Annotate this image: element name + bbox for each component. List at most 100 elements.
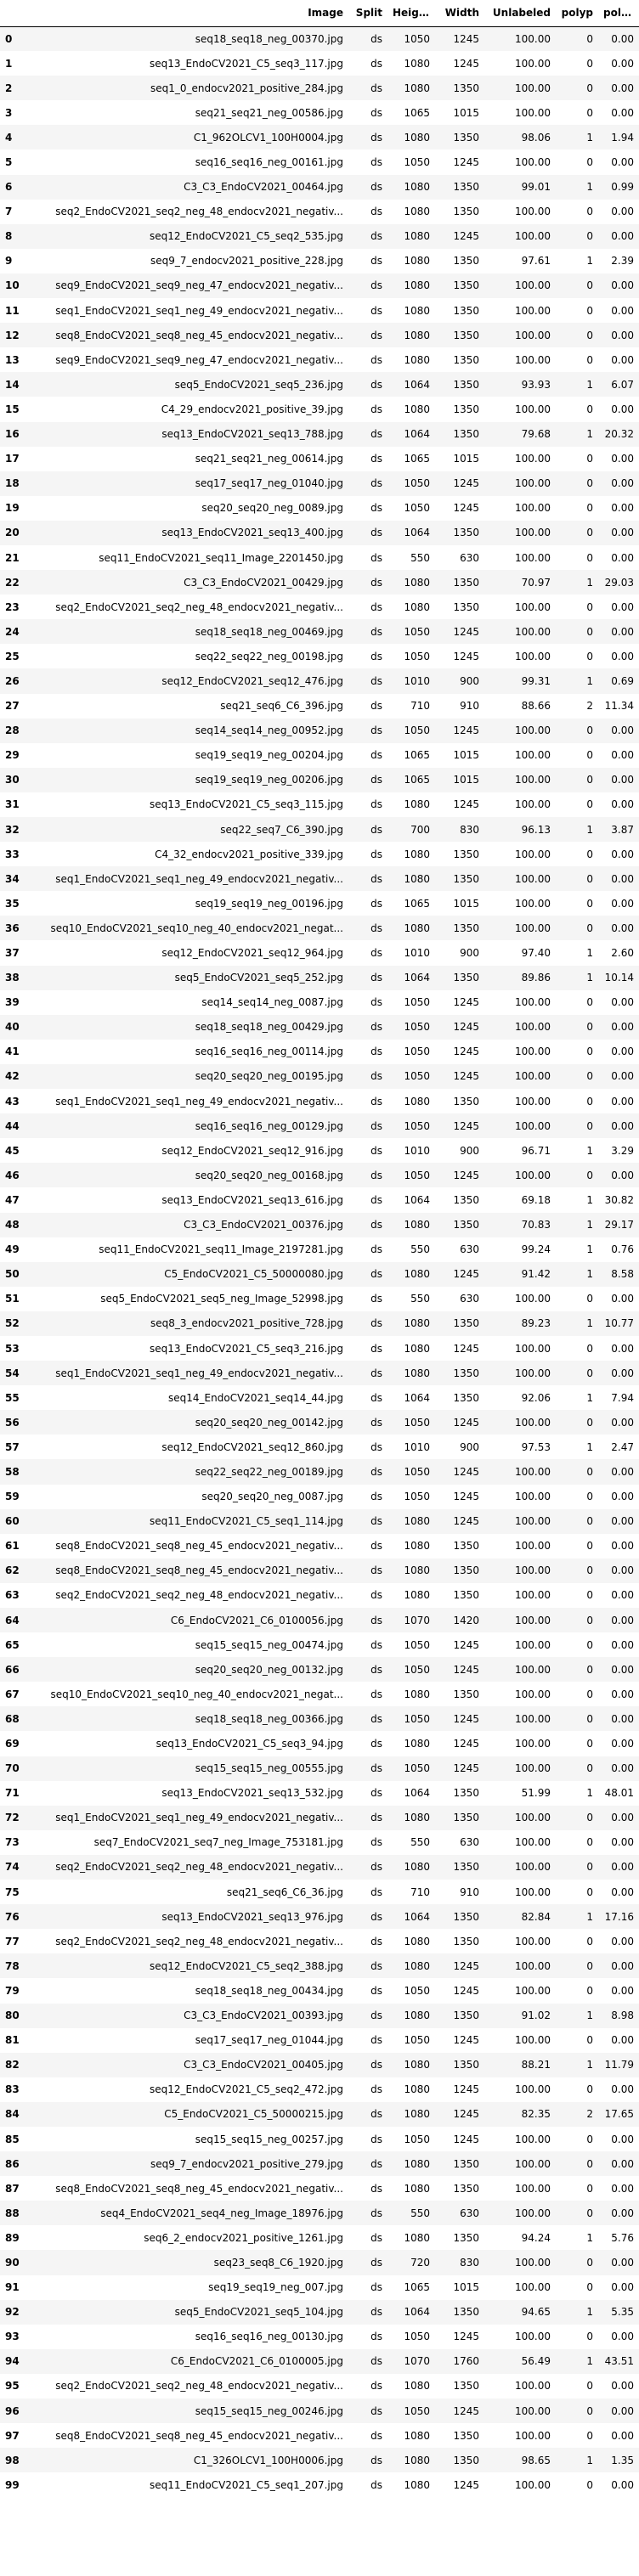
width-cell: 1350 <box>453 1193 479 1206</box>
width-cell: 1245 <box>453 625 479 638</box>
row-index: 16 <box>5 428 20 441</box>
width-cell: 1245 <box>453 1070 479 1083</box>
unlabeled-cell: 100.00 <box>515 156 551 169</box>
table-row: 50 C5_EndoCV2021_C5_50000080.jpg ds 1080 124… <box>0 1261 639 1287</box>
polyp-count-cell: 0 <box>586 600 593 613</box>
polyp-percent-cell: 0.00 <box>611 304 634 317</box>
unlabeled-cell: 100.00 <box>515 1663 551 1676</box>
height-cell: 1064 <box>404 2306 430 2319</box>
table-row: 9 seq9_7_endocv2021_positive_228.jpg ds 108… <box>0 248 639 273</box>
polyp-percent-cell: 0.00 <box>611 2083 634 2096</box>
unlabeled-cell: 100.00 <box>515 2083 551 2096</box>
image-filename: seq1_EndoCV2021_seq1_neg_49_endocv2021_n… <box>55 1812 343 1824</box>
polyp-count-cell: 1 <box>586 1910 593 1923</box>
row-index: 42 <box>5 1070 20 1083</box>
polyp-percent-cell: 0.00 <box>611 1688 634 1700</box>
unlabeled-cell: 100.00 <box>515 32 551 45</box>
width-cell: 1350 <box>453 279 479 292</box>
polyp-count-cell: 0 <box>586 453 593 465</box>
polyp-count-cell: 1 <box>586 1391 593 1404</box>
image-filename: seq2_EndoCV2021_seq2_neg_48_endocv2021_n… <box>55 1861 343 1874</box>
unlabeled-cell: 100.00 <box>515 230 551 243</box>
height-cell: 1065 <box>404 749 430 762</box>
polyp-count-cell: 0 <box>586 1416 593 1429</box>
image-filename: seq22_seq22_neg_00189.jpg <box>195 1465 343 1478</box>
row-index: 47 <box>5 1193 20 1206</box>
table-row: 37 seq12_EndoCV2021_seq12_964.jpg ds 1010 90… <box>0 940 639 966</box>
image-filename: seq16_seq16_neg_00161.jpg <box>195 156 343 169</box>
split-cell: ds <box>370 206 382 218</box>
unlabeled-cell: 97.53 <box>521 1440 551 1453</box>
height-cell: 1050 <box>404 650 430 662</box>
width-cell: 1245 <box>453 1416 479 1429</box>
height-cell: 1065 <box>404 897 430 910</box>
height-cell: 1064 <box>404 1391 430 1404</box>
row-index: 81 <box>5 2034 20 2047</box>
image-filename: seq16_seq16_neg_00114.jpg <box>195 1046 343 1058</box>
height-cell: 1080 <box>404 1342 430 1355</box>
width-cell: 900 <box>460 947 479 960</box>
split-cell: ds <box>370 897 382 910</box>
polyp-count-cell: 0 <box>586 1762 593 1775</box>
row-index: 54 <box>5 1367 20 1379</box>
row-index: 25 <box>5 650 20 662</box>
unlabeled-cell: 100.00 <box>515 1169 551 1181</box>
unlabeled-cell: 100.00 <box>515 2133 551 2145</box>
table-row: 53 seq13_EndoCV2021_C5_seq3_216.jpg ds 1080… <box>0 1335 639 1361</box>
polyp-percent-cell: 0.00 <box>611 1070 634 1083</box>
table-body: 0 seq18_seq18_neg_00370.jpg ds 1050 1245 100.… <box>0 26 639 2498</box>
polyp-count-cell: 1 <box>586 2231 593 2244</box>
polyp-count-cell: 0 <box>586 1021 593 1034</box>
row-index: 75 <box>5 1885 20 1898</box>
table-row: 90 seq23_seq8_C6_1920.jpg ds 720 830 100.00 0 0… <box>0 2250 639 2275</box>
height-cell: 1010 <box>404 1144 430 1157</box>
polyp-count-cell: 0 <box>586 2207 593 2219</box>
table-row: 86 seq9_7_endocv2021_positive_279.jpg ds 10… <box>0 2151 639 2177</box>
split-cell: ds <box>370 1812 382 1824</box>
table-row: 62 seq8_EndoCV2021_seq8_neg_45_endocv2021… <box>0 1558 639 1583</box>
table-row: 60 seq11_EndoCV2021_C5_seq1_114.jpg ds 1080… <box>0 1508 639 1534</box>
table-row: 78 seq12_EndoCV2021_C5_seq2_388.jpg ds 1080… <box>0 1953 639 1979</box>
image-filename: seq13_EndoCV2021_seq13_788.jpg <box>161 428 343 441</box>
width-cell: 1015 <box>453 453 479 465</box>
polyp-count-cell: 0 <box>586 1959 593 1972</box>
split-cell: ds <box>370 1293 382 1305</box>
height-cell: 1080 <box>404 2108 430 2121</box>
row-index: 55 <box>5 1391 20 1404</box>
unlabeled-cell: 100.00 <box>515 1885 551 1898</box>
unlabeled-cell: 100.00 <box>515 1959 551 1972</box>
unlabeled-cell: 70.83 <box>521 1219 551 1232</box>
image-filename: C4_29_endocv2021_positive_39.jpg <box>161 403 343 415</box>
unlabeled-cell: 100.00 <box>515 106 551 119</box>
table-row: 80 C3_C3_EndoCV2021_00393.jpg ds 1080 1350 91… <box>0 2003 639 2028</box>
image-filename: seq11_EndoCV2021_C5_seq1_207.jpg <box>150 2478 343 2491</box>
polyp-percent-cell: 0.99 <box>611 181 634 194</box>
height-cell: 1080 <box>404 848 430 860</box>
row-index: 87 <box>5 2182 20 2195</box>
split-cell: ds <box>370 329 382 341</box>
table-row: 66 seq20_seq20_neg_00132.jpg ds 1050 1245 100… <box>0 1657 639 1683</box>
row-index: 14 <box>5 378 20 391</box>
polyp-percent-cell: 0.00 <box>611 1169 634 1181</box>
table-row: 38 seq5_EndoCV2021_seq5_252.jpg ds 1064 1350… <box>0 965 639 990</box>
table-row: 41 seq16_seq16_neg_00114.jpg ds 1050 1245 100… <box>0 1039 639 1064</box>
polyp-count-cell: 0 <box>586 1046 593 1058</box>
row-index: 86 <box>5 2157 20 2170</box>
row-index: 91 <box>5 2281 20 2294</box>
polyp-count-cell: 0 <box>586 502 593 515</box>
polyp-count-cell: 1 <box>586 1317 593 1330</box>
height-cell: 550 <box>410 1836 430 1849</box>
split-cell: ds <box>370 798 382 811</box>
row-index: 36 <box>5 922 20 934</box>
unlabeled-cell: 100.00 <box>515 1070 551 1083</box>
width-cell: 1350 <box>453 2380 479 2393</box>
image-filename: seq19_seq19_neg_007.jpg <box>208 2281 343 2294</box>
height-cell: 1080 <box>404 1738 430 1750</box>
split-cell: ds <box>370 749 382 762</box>
table-row: 0 seq18_seq18_neg_00370.jpg ds 1050 1245 100.… <box>0 26 639 52</box>
row-index: 30 <box>5 774 20 786</box>
split-cell: ds <box>370 1638 382 1651</box>
table-row: 7 seq2_EndoCV2021_seq2_neg_48_endocv2021_… <box>0 199 639 224</box>
image-filename: seq4_EndoCV2021_seq4_neg_Image_18976.jpg <box>100 2207 343 2219</box>
polyp-percent-cell: 0.00 <box>611 749 634 762</box>
